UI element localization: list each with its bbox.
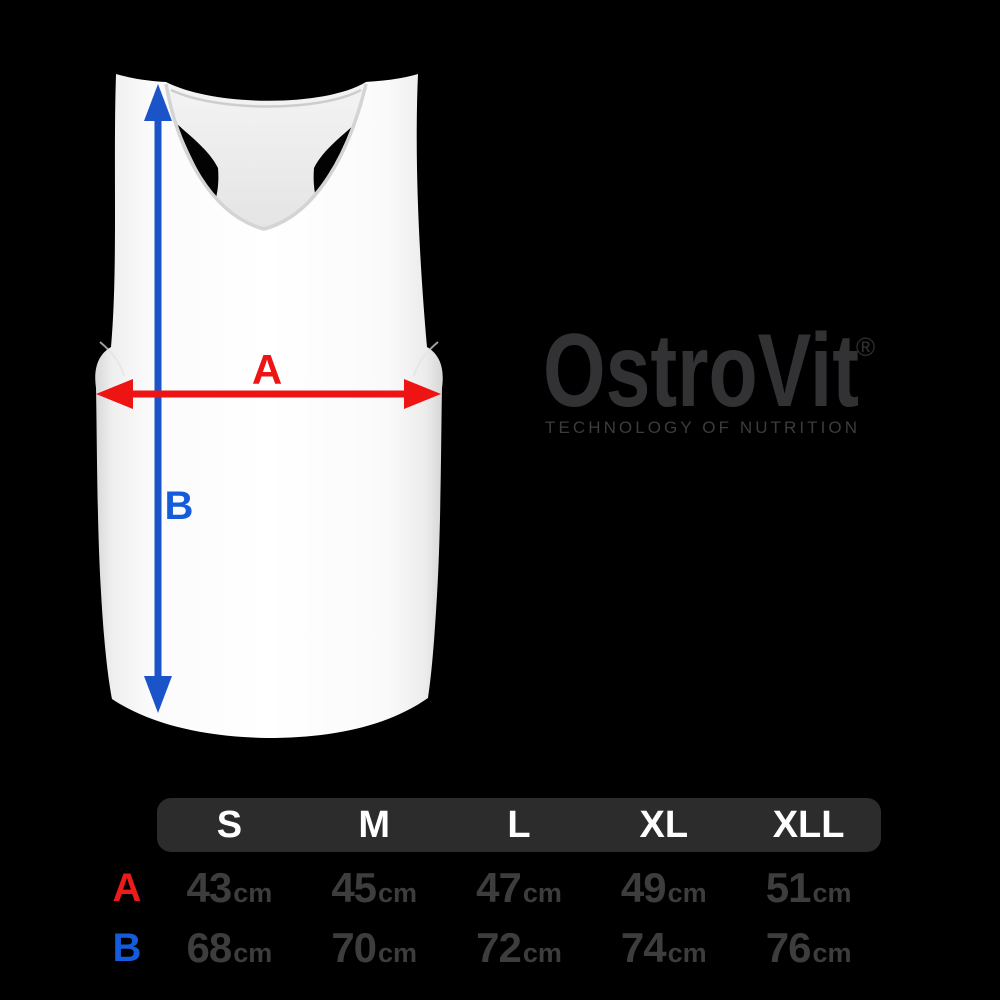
unit-label: cm — [378, 878, 418, 908]
value-number: 68 — [186, 924, 233, 971]
size-column-m: M — [358, 803, 391, 846]
value-b-s: 68 cm — [157, 924, 302, 972]
size-column-xll: XLL — [772, 803, 845, 846]
value-a-xll: 51 cm — [736, 864, 881, 912]
size-column-xl: XL — [639, 803, 689, 846]
right-underarm-crease — [413, 341, 439, 377]
neckline-seam — [164, 83, 368, 231]
width-arrow — [96, 379, 441, 409]
value-b-m: 70 cm — [302, 924, 447, 972]
value-b-l: 72 cm — [447, 924, 592, 972]
value-number: 72 — [476, 924, 522, 971]
value-b-xl: 74 cm — [591, 924, 736, 972]
value-b-xll: 76 cm — [736, 924, 881, 972]
row-label-b: B — [112, 926, 142, 970]
shirt-front — [95, 74, 443, 738]
unit-label: cm — [667, 938, 707, 968]
value-number: 43 — [186, 864, 233, 911]
value-number: 49 — [620, 864, 667, 911]
table-row-b: B 68 cm 70 cm 72 cm 74 cm 76 cm — [113, 920, 881, 976]
size-table: S M L XL XLL A 43 cm 45 cm 47 cm 49 cm 51 cm … — [0, 798, 1000, 998]
value-number: 70 — [331, 924, 377, 971]
size-column-s: S — [216, 803, 243, 846]
value-number: 76 — [765, 924, 812, 971]
unit-label: cm — [233, 938, 273, 968]
value-a-l: 47 cm — [447, 864, 592, 912]
brand-logo: OstroVit — [543, 313, 859, 429]
unit-label: cm — [233, 878, 273, 908]
unit-label: cm — [378, 938, 418, 968]
value-a-xl: 49 cm — [591, 864, 736, 912]
size-table-header: S M L XL XLL — [157, 798, 881, 852]
width-label: A — [252, 346, 282, 393]
unit-label: cm — [522, 938, 562, 968]
length-label: B — [165, 484, 194, 528]
size-diagram: A B OstroVit ® TECHNOLOGY OF NUTRITION — [95, 74, 875, 738]
value-a-m: 45 cm — [302, 864, 447, 912]
left-armhole-cutout — [177, 124, 219, 201]
unit-label: cm — [812, 938, 852, 968]
registered-mark-icon: ® — [856, 332, 875, 362]
table-row-a: A 43 cm 45 cm 47 cm 49 cm 51 cm — [113, 860, 881, 916]
value-number: 45 — [331, 864, 377, 911]
value-number: 51 — [765, 864, 812, 911]
length-arrow — [144, 84, 172, 713]
back-collar-seam — [170, 88, 362, 108]
unit-label: cm — [522, 878, 562, 908]
value-number: 74 — [620, 924, 667, 971]
value-a-s: 43 cm — [157, 864, 302, 912]
unit-label: cm — [812, 878, 852, 908]
unit-label: cm — [667, 878, 707, 908]
value-number: 47 — [476, 864, 522, 911]
row-label-a: A — [112, 866, 142, 910]
size-column-l: L — [507, 803, 531, 846]
left-underarm-crease — [99, 341, 125, 377]
